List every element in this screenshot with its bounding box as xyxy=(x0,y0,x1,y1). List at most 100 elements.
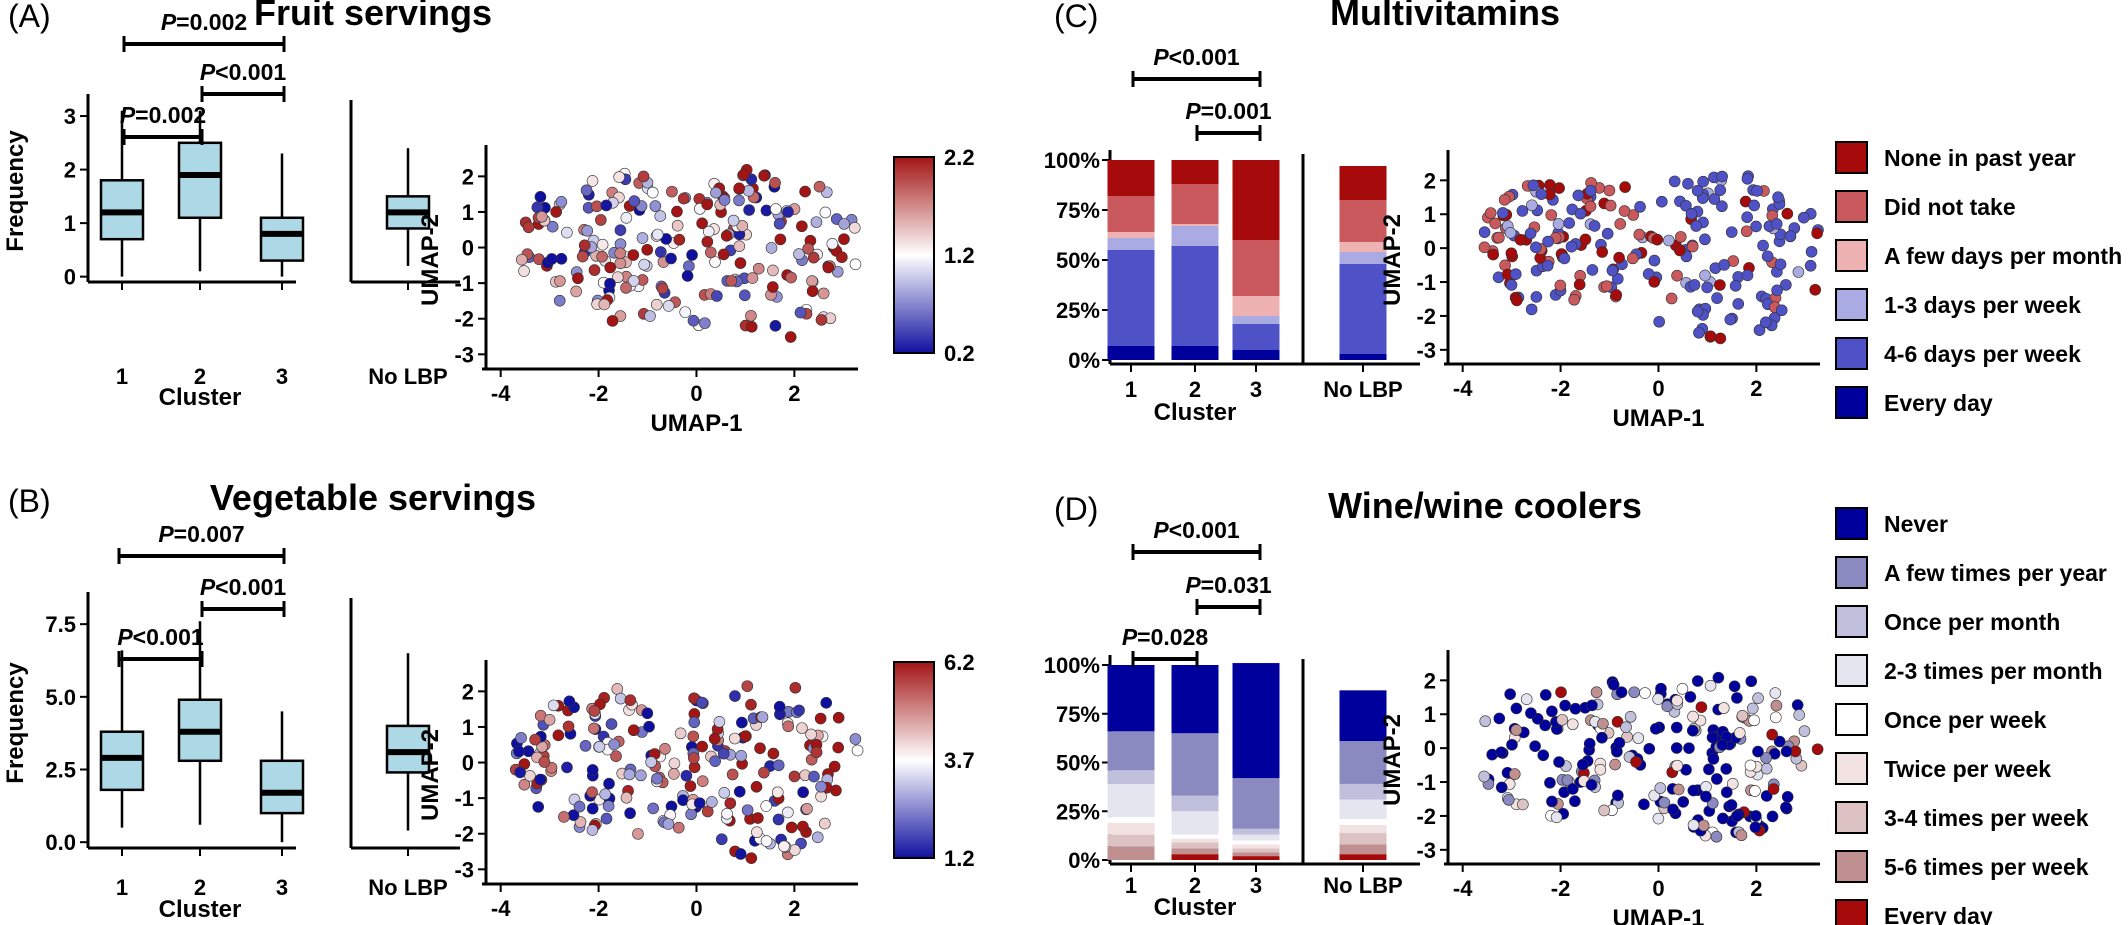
umap-point xyxy=(1495,746,1508,759)
umap-point xyxy=(685,808,697,821)
umap-point xyxy=(745,698,757,711)
umap-point xyxy=(715,833,728,846)
umap-point xyxy=(1780,801,1792,814)
bar-segment xyxy=(1232,840,1280,845)
bar-segment xyxy=(1339,783,1387,800)
umap-point xyxy=(793,248,805,260)
umap-point xyxy=(1731,810,1743,822)
umap-point xyxy=(743,204,755,216)
umap-point xyxy=(687,730,700,743)
umap-point xyxy=(767,281,779,293)
umap-point xyxy=(1766,810,1779,823)
umap-point xyxy=(600,812,613,825)
legend-swatch xyxy=(1835,239,1868,272)
umap-point xyxy=(1610,289,1623,301)
umap-point xyxy=(1687,819,1700,831)
umap-y-tick-label: 1 xyxy=(462,200,474,225)
umap-point xyxy=(671,219,684,232)
umap-point xyxy=(701,235,714,248)
umap-point xyxy=(1686,240,1699,253)
umap-point xyxy=(1618,205,1631,217)
umap-point xyxy=(656,282,669,295)
umap-point xyxy=(1654,782,1667,794)
umap-point xyxy=(1529,740,1541,752)
umap-point xyxy=(1569,795,1581,808)
umap-point xyxy=(756,711,769,723)
umap-point xyxy=(1749,785,1761,797)
umap-point xyxy=(1710,830,1723,843)
umap-point xyxy=(1584,200,1597,213)
umap-point xyxy=(1497,207,1509,219)
umap-point xyxy=(813,180,826,193)
umap-point xyxy=(701,198,713,211)
umap-y-tick-label: -3 xyxy=(1416,338,1436,363)
umap-point xyxy=(1604,199,1617,212)
umap-point xyxy=(1697,819,1710,832)
umap-point xyxy=(1539,689,1552,701)
umap-point xyxy=(613,171,625,183)
p-value-label: P<0.001 xyxy=(200,574,287,600)
bar-segment xyxy=(1232,316,1280,324)
umap-point xyxy=(838,218,850,230)
umap-point xyxy=(1775,304,1788,317)
umap-point xyxy=(696,740,708,753)
umap-point xyxy=(745,320,758,333)
umap-point xyxy=(1714,279,1726,291)
umap-point xyxy=(811,831,824,844)
umap-point xyxy=(614,692,627,705)
bar-segment xyxy=(1107,846,1155,860)
p-value: =0.028 xyxy=(1137,624,1208,650)
umap-point xyxy=(534,773,547,786)
umap-point xyxy=(572,272,584,285)
umap-point xyxy=(1699,269,1711,282)
p-value: <0.001 xyxy=(133,624,204,650)
umap-y-tick-label: 2 xyxy=(462,679,474,704)
umap-point xyxy=(729,690,741,702)
bar-segment xyxy=(1171,665,1219,734)
p-value-label: P=0.002 xyxy=(161,9,247,35)
umap-point xyxy=(1504,688,1516,700)
umap-x-tick-label: 2 xyxy=(1750,876,1762,901)
legend-item-label: Never xyxy=(1884,511,1948,537)
umap-point xyxy=(1643,742,1656,755)
umap-x-tick-label: -4 xyxy=(1453,376,1473,401)
umap-point xyxy=(1766,728,1778,741)
bar-segment xyxy=(1339,690,1387,742)
p-value-label: P<0.001 xyxy=(200,59,287,85)
umap-point xyxy=(1744,759,1757,772)
umap-point xyxy=(1695,701,1708,713)
umap-y-tick-label: 2 xyxy=(1424,668,1436,693)
umap-point xyxy=(1726,777,1739,790)
umap-point xyxy=(579,740,592,752)
umap-point xyxy=(546,220,559,233)
umap-y-tick-label: 1 xyxy=(1424,202,1436,227)
umap-point xyxy=(1708,193,1721,205)
umap-point xyxy=(606,315,619,327)
umap-point xyxy=(767,264,779,277)
umap-point xyxy=(1811,743,1824,756)
bar-segment xyxy=(1171,346,1219,360)
bar-x-tick-label: 2 xyxy=(1189,377,1201,402)
umap-point xyxy=(1752,745,1764,758)
umap-point xyxy=(1648,254,1661,267)
umap-point xyxy=(1619,181,1631,193)
umap-point xyxy=(733,785,746,798)
umap-point xyxy=(552,729,565,742)
umap-point xyxy=(644,310,656,322)
bar-segment xyxy=(1339,799,1387,820)
umap-point xyxy=(1701,281,1713,294)
umap-point xyxy=(724,797,737,810)
legend-item-label: 5-6 times per week xyxy=(1884,854,2089,880)
bar-segment xyxy=(1339,832,1387,845)
legend-item-label: Every day xyxy=(1884,390,1993,416)
p-italic: P xyxy=(1153,44,1169,70)
bar-segment xyxy=(1171,224,1219,226)
umap-point xyxy=(532,801,545,813)
umap-point xyxy=(1546,705,1558,718)
bar-y-tick-label: 25% xyxy=(1056,799,1100,824)
umap-point xyxy=(688,752,700,764)
umap-point xyxy=(1630,756,1642,768)
umap-point xyxy=(1569,702,1582,715)
panel-label: (D) xyxy=(1054,491,1098,527)
umap-point xyxy=(1607,678,1620,691)
